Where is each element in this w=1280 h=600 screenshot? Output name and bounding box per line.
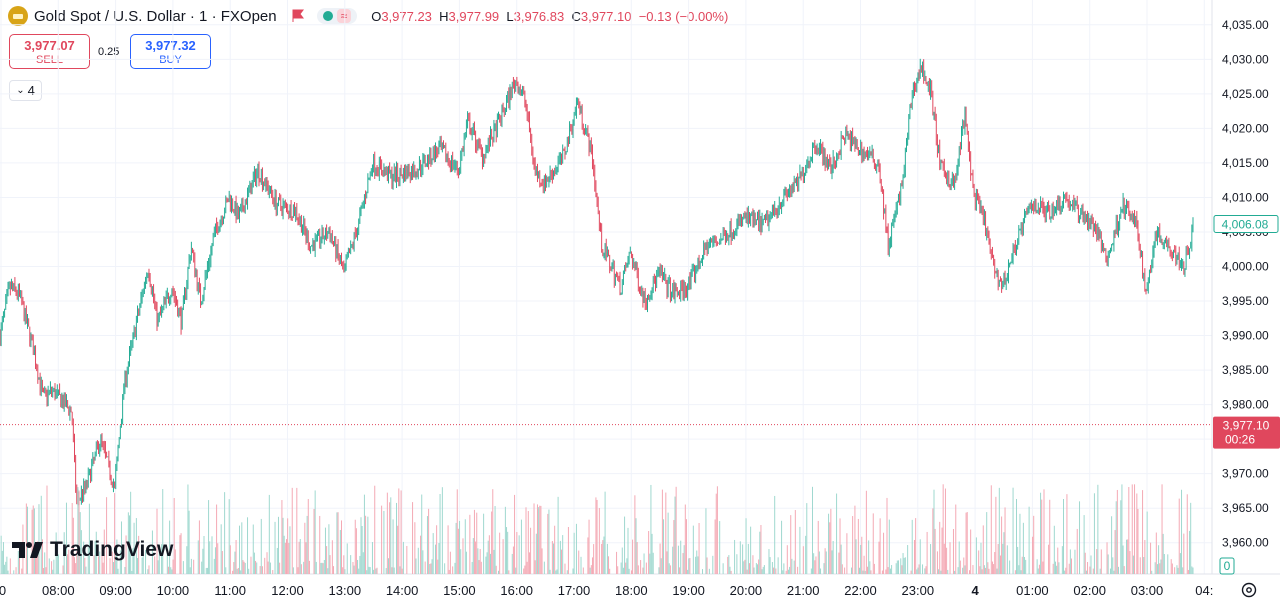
change-value: −0.13 (−0.00%) bbox=[638, 8, 729, 24]
y-tick-label: 4,015.00 bbox=[1222, 156, 1269, 170]
x-tick-label: 14:00 bbox=[386, 583, 419, 598]
gold-coin-icon bbox=[8, 6, 28, 26]
x-tick-label: 22:00 bbox=[844, 583, 877, 598]
y-tick-label: 3,990.00 bbox=[1222, 329, 1269, 343]
buy-label: BUY bbox=[159, 54, 182, 66]
sell-label: SELL bbox=[36, 54, 63, 66]
indicator-toggle-button[interactable]: ⌄ 4 bbox=[9, 80, 42, 101]
x-tick-label: 02:00 bbox=[1073, 583, 1106, 598]
x-tick-label: 18:00 bbox=[615, 583, 648, 598]
sell-price: 3,977.07 bbox=[24, 38, 75, 53]
y-tick-label: 4,030.00 bbox=[1222, 52, 1269, 66]
last-visible-price-tag bbox=[1213, 215, 1279, 234]
tradingview-logo-icon bbox=[12, 542, 43, 558]
high-key: H bbox=[439, 8, 449, 24]
wave-icon: ≈ bbox=[336, 9, 352, 23]
volume-scale-tag bbox=[1219, 557, 1235, 575]
x-tick-label: 03:00 bbox=[1131, 583, 1164, 598]
open-value: 3,977.23 bbox=[381, 8, 432, 24]
x-tick-label: 09:00 bbox=[99, 583, 132, 598]
low-key: L bbox=[506, 8, 514, 24]
symbol-title[interactable]: Gold Spot / U.S. Dollar · 1 · FXOpen bbox=[34, 7, 277, 25]
buy-price: 3,977.32 bbox=[145, 38, 196, 53]
x-tick-label: 4 bbox=[971, 583, 979, 598]
x-tick-label: 16:00 bbox=[500, 583, 533, 598]
market-open-icon bbox=[322, 11, 333, 21]
sell-button[interactable]: 3,977.07 SELL bbox=[9, 34, 90, 69]
tradingview-logo: TradingView bbox=[12, 538, 173, 562]
x-tick-label: 17:00 bbox=[558, 583, 591, 598]
x-tick-label: 20:00 bbox=[730, 583, 763, 598]
settings-gear-icon[interactable] bbox=[1240, 581, 1258, 599]
y-tick-label: 3,960.00 bbox=[1222, 536, 1269, 550]
y-tick-label: 4,025.00 bbox=[1222, 87, 1269, 101]
y-tick-label: 4,000.00 bbox=[1222, 260, 1269, 274]
last-visible-price-label: 4,006.08 bbox=[1222, 218, 1269, 232]
chart-header: Gold Spot / U.S. Dollar · 1 · FXOpen ≈ O… bbox=[8, 4, 728, 28]
tradingview-wordmark: TradingView bbox=[50, 538, 174, 561]
x-tick-label: 15:00 bbox=[443, 583, 476, 598]
x-tick-label: 01:00 bbox=[1016, 583, 1049, 598]
x-tick-label: :00 bbox=[0, 583, 6, 598]
low-value: 3,976.83 bbox=[513, 8, 565, 24]
high-value: 3,977.99 bbox=[448, 8, 500, 24]
ohlc-readout: O3,977.23 H3,977.99 L3,976.83 C3,977.10 … bbox=[371, 9, 728, 24]
y-tick-label: 4,010.00 bbox=[1222, 190, 1269, 204]
y-tick-label: 4,035.00 bbox=[1222, 18, 1269, 32]
flag-icon[interactable] bbox=[291, 9, 305, 23]
indicator-count: 4 bbox=[27, 83, 35, 98]
volume-scale-label: 0 bbox=[1224, 559, 1231, 573]
y-tick-label: 3,985.00 bbox=[1222, 363, 1269, 377]
current-price-label: 3,977.10 bbox=[1223, 419, 1270, 433]
y-tick-label: 3,995.00 bbox=[1222, 294, 1269, 308]
x-tick-label: 21:00 bbox=[787, 583, 820, 598]
spread-value: 0.25 bbox=[98, 46, 120, 58]
close-value: 3,977.10 bbox=[580, 8, 632, 24]
y-tick-label: 3,970.00 bbox=[1222, 467, 1269, 481]
open-key: O bbox=[371, 8, 382, 24]
x-tick-label: 23:00 bbox=[902, 583, 935, 598]
x-tick-label: 13:00 bbox=[329, 583, 362, 598]
countdown-label: 00:26 bbox=[1225, 433, 1255, 447]
y-tick-label: 3,965.00 bbox=[1222, 501, 1269, 515]
chevron-down-icon: ⌄ bbox=[16, 85, 25, 96]
close-key: C bbox=[571, 8, 581, 24]
x-tick-label: 12:00 bbox=[271, 583, 304, 598]
y-tick-label: 3,980.00 bbox=[1222, 398, 1269, 412]
x-tick-label: 11:00 bbox=[214, 583, 246, 598]
x-tick-label: 04: bbox=[1195, 583, 1213, 598]
current-price-tag bbox=[1213, 416, 1280, 449]
x-tick-label: 08:00 bbox=[42, 583, 75, 598]
x-tick-label: 10:00 bbox=[157, 583, 190, 598]
status-pill[interactable]: ≈ bbox=[316, 8, 358, 24]
x-tick-label: 19:00 bbox=[672, 583, 705, 598]
buy-button[interactable]: 3,977.32 BUY bbox=[130, 34, 211, 69]
y-tick-label: 4,020.00 bbox=[1222, 121, 1269, 135]
